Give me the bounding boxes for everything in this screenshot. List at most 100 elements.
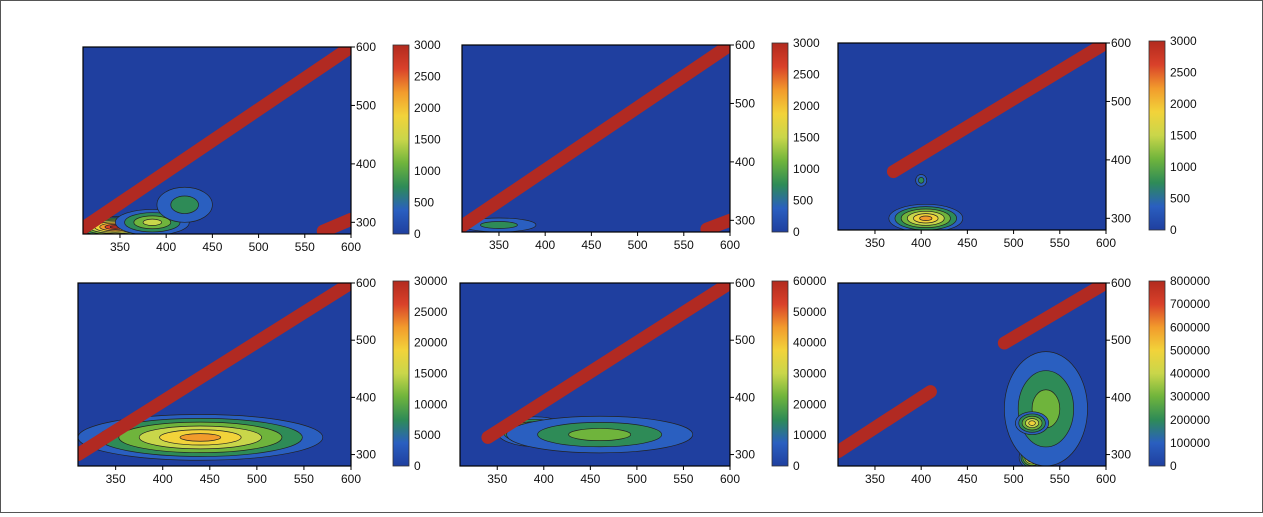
- colorbar-tick-label: 600000: [1170, 320, 1210, 334]
- colorbar-tick-label: 700000: [1170, 297, 1210, 311]
- panel-4: 350 400 450 500 550 600 300 400 500 600 0 5000 10000…: [77, 274, 448, 486]
- colorbar-tick-label: 30000: [793, 367, 827, 381]
- colorbar-tick-label: 1500: [793, 131, 820, 145]
- colorbar-tick-label: 3000: [793, 36, 820, 50]
- colorbar-tick-label: 2500: [414, 70, 441, 84]
- colorbar-tick-label: 0: [414, 227, 421, 241]
- colorbar-tick-label: 3000: [1170, 34, 1197, 48]
- x-tick-label: 400: [535, 238, 555, 252]
- y-tick-label: 400: [356, 390, 376, 404]
- y-tick-label: 400: [356, 157, 376, 171]
- colorbar-tick-label: 1000: [1170, 160, 1197, 174]
- colorbar-tick-label: 500: [793, 194, 813, 208]
- fluorescence-peak-2: [506, 415, 694, 454]
- y-tick-label: 300: [1111, 211, 1131, 225]
- x-tick-label: 550: [1050, 472, 1070, 486]
- y-tick-label: 600: [735, 276, 755, 290]
- fluorescence-peak-1: [78, 414, 324, 461]
- colorbar-tick-label: 500: [414, 196, 434, 210]
- y-tick-label: 500: [1111, 333, 1131, 347]
- contour-level: [1028, 420, 1036, 426]
- colorbar-tick-label: 1000: [793, 162, 820, 176]
- x-tick-label: 450: [957, 236, 977, 250]
- x-tick-label: 450: [202, 240, 222, 254]
- x-tick-label: 350: [865, 472, 885, 486]
- x-tick-label: 350: [487, 472, 507, 486]
- fluorescence-peak-2: [915, 174, 928, 187]
- x-tick-label: 450: [957, 472, 977, 486]
- x-tick-label: 500: [1004, 236, 1024, 250]
- panel-5: 350 400 450 500 550 600 300 400 500 600 0 10000 2000…: [459, 274, 827, 486]
- x-tick-label: 550: [295, 240, 315, 254]
- rayleigh-scatter-band: [83, 47, 351, 234]
- contour-level: [919, 215, 933, 222]
- plot-frame: [837, 42, 1107, 231]
- contour-level: [918, 177, 925, 184]
- x-tick-label: 350: [865, 236, 885, 250]
- y-tick-label: 300: [356, 215, 376, 229]
- y-tick-label: 400: [735, 390, 755, 404]
- colorbar-tick-label: 60000: [793, 274, 827, 288]
- rayleigh-scatter-band: [481, 283, 730, 444]
- colorbar: [771, 42, 789, 233]
- y-tick-label: 400: [1111, 390, 1131, 404]
- colorbar-tick-label: 2500: [1170, 66, 1197, 80]
- x-tick-label: 600: [341, 472, 361, 486]
- colorbar-tick-label: 100000: [1170, 436, 1210, 450]
- colorbar-tick-label: 500: [1170, 192, 1190, 206]
- colorbar-tick-label: 20000: [793, 397, 827, 411]
- colorbar-tick-label: 3000: [414, 38, 441, 52]
- colorbar-tick-label: 2000: [793, 99, 820, 113]
- colorbar-tick-label: 500000: [1170, 343, 1210, 357]
- colorbar-tick-label: 0: [414, 459, 421, 473]
- rayleigh-scatter-band: [838, 385, 937, 459]
- x-tick-label: 550: [674, 238, 694, 252]
- colorbar-tick-label: 0: [1170, 223, 1177, 237]
- colorbar-tick-label: 15000: [414, 367, 448, 381]
- rayleigh-scatter-band: [462, 45, 730, 232]
- rayleigh-scatter-band: [997, 283, 1106, 350]
- y-tick-label: 500: [1111, 94, 1131, 108]
- y-tick-label: 600: [1111, 36, 1131, 50]
- y-tick-label: 600: [356, 276, 376, 290]
- colorbar-tick-label: 300000: [1170, 390, 1210, 404]
- contour-level: [480, 221, 518, 229]
- panel-1: 350 400 450 500 550 600 300 400 500 600 0 500 1000 15…: [82, 38, 441, 254]
- y-tick-label: 300: [1111, 448, 1131, 462]
- plot-frame: [77, 282, 352, 467]
- x-tick-label: 400: [156, 240, 176, 254]
- x-tick-label: 350: [489, 238, 509, 252]
- second-order-scatter-band: [700, 213, 730, 232]
- plot-frame: [461, 44, 731, 233]
- panel-3: 350 400 450 500 550 600 300 400 500 600 0 500 1000 15…: [837, 34, 1197, 250]
- colorbar-tick-label: 25000: [414, 305, 448, 319]
- x-tick-label: 550: [294, 472, 314, 486]
- y-tick-label: 500: [356, 333, 376, 347]
- colorbar: [771, 280, 789, 467]
- colorbar: [392, 44, 410, 235]
- colorbar-tick-label: 1500: [414, 133, 441, 147]
- x-tick-label: 400: [911, 472, 931, 486]
- colorbar: [1148, 280, 1166, 467]
- colorbar-tick-label: 200000: [1170, 413, 1210, 427]
- x-tick-label: 350: [106, 472, 126, 486]
- fluorescence-peak-3: [1004, 351, 1088, 466]
- colorbar-tick-label: 2000: [414, 101, 441, 115]
- plot-frame: [837, 282, 1107, 467]
- colorbar-tick-label: 400000: [1170, 367, 1210, 381]
- x-tick-label: 600: [720, 238, 740, 252]
- fluorescence-peak-3: [156, 186, 213, 223]
- colorbar-tick-label: 40000: [793, 336, 827, 350]
- x-tick-label: 400: [153, 472, 173, 486]
- fluorescence-peak-4: [1015, 411, 1050, 435]
- x-tick-label: 550: [673, 472, 693, 486]
- y-tick-label: 400: [1111, 153, 1131, 167]
- colorbar-tick-label: 20000: [414, 336, 448, 350]
- rayleigh-scatter-band: [78, 283, 351, 462]
- y-tick-label: 600: [735, 38, 755, 52]
- panel-6: 350 400 450 500 550 600 300 400 500 600 0 100000 200…: [837, 274, 1210, 486]
- y-tick-label: 400: [735, 155, 755, 169]
- plot-frame: [459, 282, 731, 467]
- rayleigh-scatter-band: [886, 43, 1106, 179]
